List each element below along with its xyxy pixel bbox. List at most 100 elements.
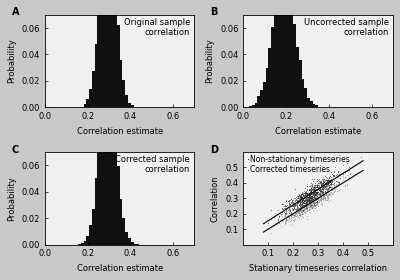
Bar (92, 71, 95, 108)
Point (320, 195, 327, 199)
Point (318, 198, 324, 203)
Bar (307, 97, 310, 108)
Point (298, 196, 305, 200)
Point (294, 206, 300, 210)
Point (291, 219, 297, 223)
Point (310, 184, 316, 189)
Point (307, 199, 313, 204)
Point (308, 199, 314, 203)
Point (324, 197, 330, 202)
Point (292, 201, 298, 205)
Point (320, 185, 327, 189)
Point (307, 189, 314, 194)
Point (300, 192, 306, 196)
Point (309, 204, 315, 208)
Point (335, 171, 342, 176)
Point (305, 196, 311, 200)
Point (300, 204, 306, 208)
Point (307, 198, 313, 202)
Point (308, 199, 315, 204)
Point (311, 204, 318, 208)
Point (294, 200, 300, 205)
Point (328, 175, 334, 179)
Point (284, 213, 291, 218)
Point (346, 174, 352, 179)
Point (303, 200, 310, 205)
Point (318, 189, 325, 193)
Point (329, 178, 336, 183)
Point (333, 179, 340, 183)
Point (306, 199, 312, 203)
Point (302, 206, 309, 211)
Point (300, 200, 306, 204)
Point (303, 184, 310, 188)
Point (306, 194, 312, 199)
Bar (89, 89, 92, 108)
Point (312, 183, 318, 188)
Point (301, 208, 308, 213)
Point (283, 221, 290, 225)
Point (320, 185, 327, 190)
Point (308, 199, 314, 204)
Point (321, 194, 327, 198)
Point (306, 193, 312, 197)
Point (265, 223, 271, 227)
Point (280, 217, 287, 221)
Bar (134, 244, 136, 245)
Point (302, 191, 308, 195)
Point (304, 202, 310, 206)
Point (330, 183, 337, 188)
Point (311, 201, 317, 206)
Point (299, 203, 306, 207)
Point (322, 189, 329, 193)
Point (317, 189, 323, 193)
Point (304, 217, 310, 221)
Point (297, 207, 304, 212)
Point (326, 178, 332, 182)
Point (314, 195, 320, 199)
Point (300, 204, 306, 208)
Point (280, 206, 286, 211)
Point (302, 206, 308, 211)
Point (309, 190, 315, 195)
Point (318, 183, 324, 187)
Point (318, 181, 324, 186)
Point (304, 202, 310, 206)
Point (322, 174, 329, 179)
Point (322, 197, 328, 202)
Point (307, 191, 313, 195)
Point (289, 199, 295, 203)
Point (320, 186, 327, 191)
Point (296, 213, 302, 218)
Point (303, 206, 309, 210)
Point (333, 172, 339, 177)
Point (286, 202, 293, 207)
Point (312, 202, 318, 207)
Point (326, 187, 332, 192)
Point (312, 193, 318, 198)
Point (311, 187, 318, 192)
Point (294, 198, 300, 202)
Point (307, 194, 313, 199)
Point (300, 200, 306, 204)
Point (284, 217, 290, 222)
Point (335, 188, 342, 192)
Bar (299, 60, 302, 108)
Bar (125, 95, 128, 108)
Point (311, 199, 317, 204)
Point (308, 202, 314, 207)
Point (304, 209, 310, 213)
Point (313, 187, 320, 192)
Point (318, 179, 324, 183)
Point (316, 186, 323, 190)
Point (302, 195, 308, 199)
Point (308, 197, 314, 202)
Point (311, 200, 318, 205)
Point (324, 180, 331, 185)
Point (307, 202, 313, 207)
Point (310, 192, 316, 196)
Point (306, 204, 312, 209)
Point (302, 193, 308, 197)
Point (303, 203, 309, 208)
Point (304, 197, 310, 202)
